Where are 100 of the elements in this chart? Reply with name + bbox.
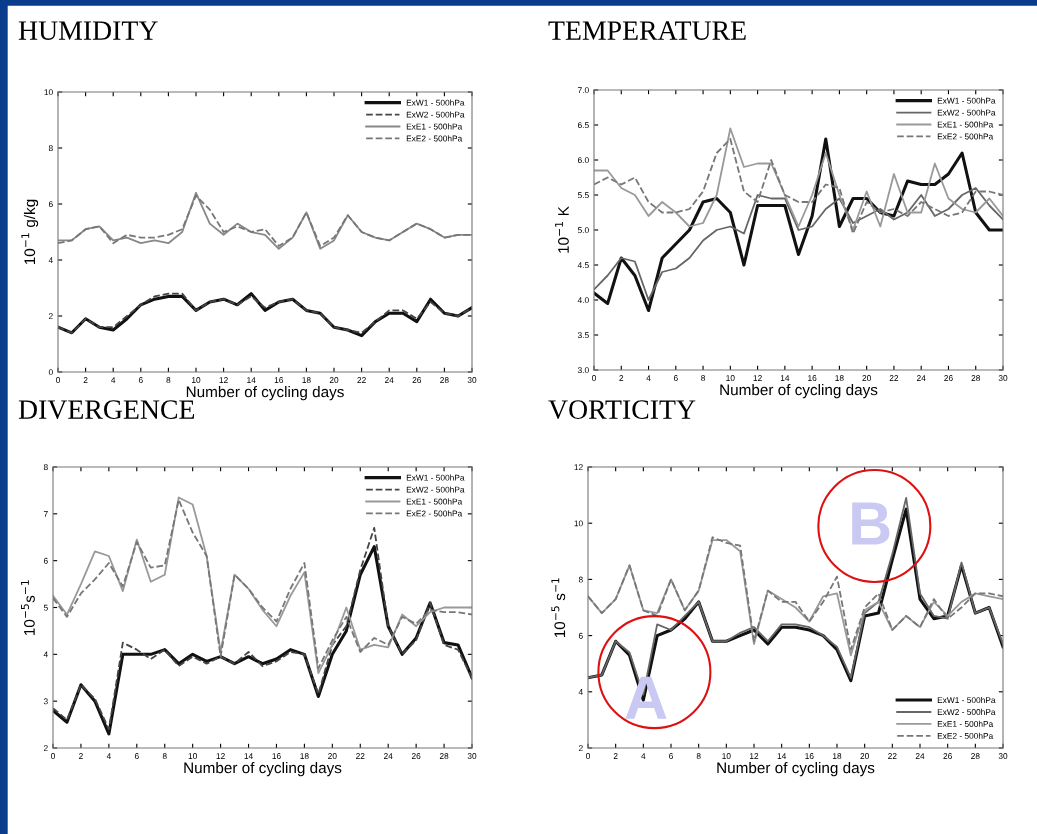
- x-tick-label: 4: [106, 753, 111, 759]
- x-tick-label: 8: [162, 753, 167, 759]
- y-tick-label: 8: [48, 145, 53, 152]
- y-tick-label: 3: [43, 698, 48, 705]
- x-tick-label: 12: [219, 377, 228, 383]
- x-tick-label: 28: [439, 753, 449, 759]
- x-tick-label: 16: [808, 375, 817, 381]
- chart-title: VORTICITY: [548, 400, 696, 420]
- x-tick-label: 8: [696, 753, 701, 759]
- y-tick-label: 8: [43, 464, 48, 471]
- x-axis-title: Number of cycling days: [186, 386, 344, 401]
- x-tick-label: 6: [673, 375, 678, 381]
- y-tick-label: 4: [43, 651, 48, 658]
- y-tick-label: 7.0: [577, 87, 589, 94]
- x-tick-label: 4: [641, 753, 646, 759]
- x-tick-label: 2: [79, 753, 83, 759]
- y-tick-label: 5: [43, 604, 48, 611]
- x-tick-label: 22: [889, 375, 899, 381]
- x-tick-label: 10: [188, 753, 197, 759]
- x-tick-label: 20: [862, 375, 871, 381]
- y-tick-label: 2: [578, 745, 583, 752]
- legend-label: ExW2 - 500hPa: [406, 111, 465, 118]
- x-tick-label: 30: [998, 375, 1008, 381]
- x-tick-label: 16: [274, 377, 284, 383]
- y-tick-label: 6: [43, 557, 48, 564]
- x-tick-label: 8: [166, 377, 171, 383]
- legend-label: ExE1 - 500hPa: [406, 498, 463, 505]
- y-tick-label: 6: [578, 632, 583, 639]
- x-axis-title: Number of cycling days: [720, 384, 878, 399]
- x-tick-label: 12: [753, 375, 762, 381]
- chart-title: HUMIDITY: [18, 21, 158, 40]
- x-tick-label: 20: [860, 753, 869, 759]
- legend-label: ExE2 - 500hPa: [406, 510, 463, 517]
- legend-label: ExE2 - 500hPa: [406, 135, 463, 142]
- y-axis-title: 10$^{−1}$ g/kg: [21, 199, 39, 265]
- chart-title: DIVERGENCE: [18, 400, 195, 420]
- x-tick-label: 28: [440, 377, 449, 383]
- y-tick-label: 12: [574, 464, 583, 471]
- y-tick-label: 6.5: [577, 122, 589, 129]
- y-tick-label: 5.5: [577, 192, 589, 199]
- x-tick-label: 18: [833, 753, 842, 759]
- y-tick-label: 0: [48, 369, 53, 376]
- y-tick-label: 2: [43, 745, 48, 752]
- legend-label: ExE1 - 500hPa: [937, 121, 994, 128]
- legend-label: ExE2 - 500hPa: [937, 732, 994, 739]
- x-tick-label: 22: [888, 753, 897, 759]
- y-tick-label: 10: [44, 89, 53, 96]
- x-tick-label: 26: [411, 753, 421, 759]
- x-tick-label: 28: [971, 375, 981, 381]
- y-tick-label: 4: [578, 689, 583, 695]
- x-tick-label: 14: [244, 753, 253, 759]
- x-tick-label: 10: [722, 753, 731, 759]
- legend-label: ExW2 - 500hPa: [937, 109, 996, 116]
- x-tick-label: 2: [619, 375, 624, 381]
- legend-label: ExE1 - 500hPa: [406, 123, 463, 130]
- legend-label: ExW1 - 500hPa: [937, 696, 996, 704]
- x-tick-label: 18: [302, 377, 311, 383]
- chart-title: TEMPERATURE: [548, 21, 746, 40]
- x-tick-label: 26: [412, 377, 422, 383]
- legend-label: ExW2 - 500hPa: [937, 708, 996, 715]
- y-tick-label: 2: [48, 313, 53, 320]
- x-tick-label: 6: [138, 377, 143, 383]
- x-axis-title: Number of cycling days: [717, 762, 875, 777]
- x-tick-label: 12: [750, 753, 759, 759]
- x-tick-label: 24: [916, 375, 926, 381]
- x-tick-label: 14: [247, 377, 256, 383]
- x-tick-label: 22: [356, 753, 365, 759]
- y-tick-label: 6.0: [577, 157, 589, 164]
- y-tick-label: 8: [578, 576, 583, 583]
- x-tick-label: 30: [998, 753, 1008, 759]
- legend-label: ExE2 - 500hPa: [937, 133, 994, 140]
- x-tick-label: 12: [216, 753, 225, 759]
- y-axis-title: 10$^{−1}$ K: [555, 206, 569, 253]
- x-tick-label: 14: [780, 375, 790, 381]
- y-axis-title: 10$^{−5}$s$^{−1}$: [21, 580, 35, 635]
- x-tick-label: 6: [134, 753, 139, 759]
- legend-label: ExW1 - 500hPa: [406, 99, 465, 106]
- x-tick-label: 30: [467, 753, 477, 759]
- x-tick-label: 4: [111, 377, 116, 383]
- x-tick-label: 6: [669, 753, 673, 759]
- x-tick-label: 16: [805, 753, 814, 759]
- x-tick-label: 24: [384, 377, 394, 383]
- x-tick-label: 10: [726, 375, 735, 381]
- x-tick-label: 2: [83, 377, 88, 383]
- x-tick-label: 14: [777, 753, 787, 759]
- y-tick-label: 4: [48, 257, 53, 264]
- y-tick-label: 5.0: [577, 227, 589, 234]
- annotation: A: [625, 676, 667, 719]
- x-tick-label: 24: [383, 753, 393, 759]
- line-series: [594, 187, 1003, 301]
- x-tick-label: 30: [467, 377, 477, 383]
- y-tick-label: 3.0: [577, 367, 589, 374]
- y-tick-label: 6: [48, 201, 53, 208]
- legend-label: ExE1 - 500hPa: [937, 720, 994, 727]
- x-tick-label: 0: [592, 375, 596, 381]
- x-tick-label: 20: [329, 377, 339, 383]
- x-tick-label: 28: [971, 753, 980, 759]
- y-axis-title: 10$^{−5}$ s$^{−1}$: [551, 578, 566, 638]
- x-tick-label: 18: [300, 753, 309, 759]
- x-tick-label: 10: [192, 377, 201, 383]
